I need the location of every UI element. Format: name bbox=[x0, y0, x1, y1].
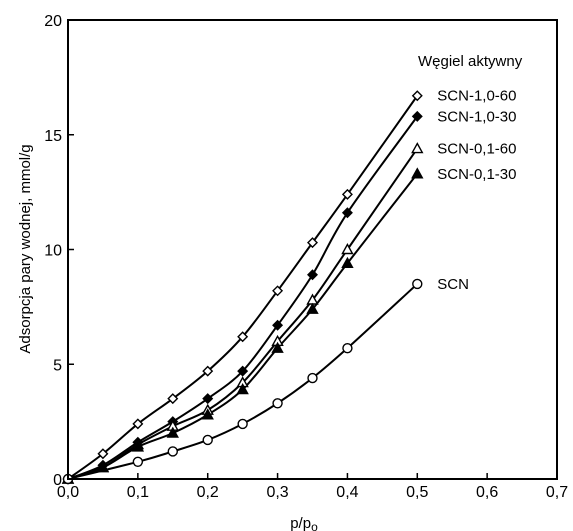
data-point-diamond-filled bbox=[272, 319, 284, 331]
x-tick-label: 0,1 bbox=[127, 484, 149, 501]
data-point-diamond-open bbox=[97, 448, 109, 460]
x-axis-label: p/po bbox=[290, 515, 318, 531]
y-axis-label: Adsorpcja pary wodnej, mmol/g bbox=[17, 144, 34, 353]
data-point-diamond-filled bbox=[341, 207, 353, 219]
data-point-triangle-filled bbox=[96, 461, 110, 473]
data-point-diamond-open bbox=[341, 188, 353, 200]
data-point-diamond-filled bbox=[202, 393, 214, 405]
data-point-diamond-open bbox=[167, 393, 179, 405]
data-point-diamond-open bbox=[411, 90, 423, 102]
data-point-circle-open bbox=[132, 456, 144, 467]
y-tick-label: 10 bbox=[44, 243, 62, 260]
data-point-diamond-filled bbox=[307, 269, 318, 281]
series-label: SCN bbox=[437, 276, 469, 293]
y-tick-label: 20 bbox=[44, 13, 62, 30]
data-point-triangle-filled bbox=[411, 167, 424, 179]
x-tick-label: 0,3 bbox=[266, 484, 288, 501]
data-point-triangle-open bbox=[341, 243, 354, 255]
data-point-triangle-filled bbox=[306, 302, 319, 314]
legend-title: Węgiel aktywny bbox=[418, 53, 523, 70]
data-point-triangle-filled bbox=[166, 426, 179, 438]
data-point-diamond-open bbox=[132, 418, 144, 430]
data-point-circle-open bbox=[272, 398, 283, 409]
x-tick-label: 0,6 bbox=[476, 484, 498, 501]
x-tick-label: 0,0 bbox=[57, 484, 79, 501]
data-point-triangle-filled bbox=[201, 408, 214, 420]
series-label: SCN-1,0-30 bbox=[437, 108, 516, 125]
data-point-triangle-filled bbox=[236, 383, 249, 395]
series-line bbox=[67, 173, 419, 480]
x-axis-label-subscript: o bbox=[311, 520, 318, 531]
data-point-triangle-filled bbox=[341, 256, 354, 268]
series-line bbox=[67, 95, 419, 480]
data-point-diamond-filled bbox=[237, 365, 249, 377]
data-point-triangle-filled bbox=[131, 440, 145, 452]
y-tick-label: 0 bbox=[53, 472, 62, 489]
series-markers bbox=[61, 90, 424, 485]
data-point-circle-open bbox=[412, 278, 423, 290]
data-point-circle-open bbox=[307, 372, 318, 384]
data-point-diamond-open bbox=[202, 365, 214, 377]
data-point-circle-open bbox=[167, 446, 178, 457]
x-tick-label: 0,4 bbox=[336, 484, 358, 501]
y-tick-label: 15 bbox=[44, 128, 62, 145]
data-point-triangle-filled bbox=[271, 341, 284, 353]
axes: 0,0 0,1 0,2 0,3 0,4 0,5 0,6 0,7 0 5 10 15 20 bbox=[44, 13, 568, 501]
data-point-circle-open bbox=[237, 418, 248, 430]
series-line bbox=[67, 147, 419, 480]
series-labels: SCN-1,0-60 SCN-1,0-30 SCN-0,1-60 SCN-0,1-30… bbox=[437, 88, 516, 293]
x-tick-label: 0,7 bbox=[546, 484, 568, 501]
data-point-diamond-open bbox=[237, 331, 249, 343]
data-point-triangle-open bbox=[411, 142, 424, 154]
y-tick-label: 5 bbox=[53, 357, 62, 374]
x-axis-label-main: p/p bbox=[290, 515, 311, 531]
series-label: SCN-0,1-30 bbox=[437, 166, 516, 183]
data-point-diamond-filled bbox=[411, 110, 423, 122]
x-tick-label: 0,2 bbox=[197, 484, 219, 501]
x-tick-label: 0,5 bbox=[406, 484, 428, 501]
series-line bbox=[67, 115, 419, 480]
data-point-diamond-open bbox=[272, 285, 284, 297]
data-point-circle-open bbox=[342, 342, 353, 354]
series-label: SCN-0,1-60 bbox=[437, 141, 516, 158]
data-point-diamond-open bbox=[307, 237, 318, 249]
series-label: SCN-1,0-60 bbox=[437, 88, 516, 105]
data-point-circle-open bbox=[202, 434, 213, 446]
